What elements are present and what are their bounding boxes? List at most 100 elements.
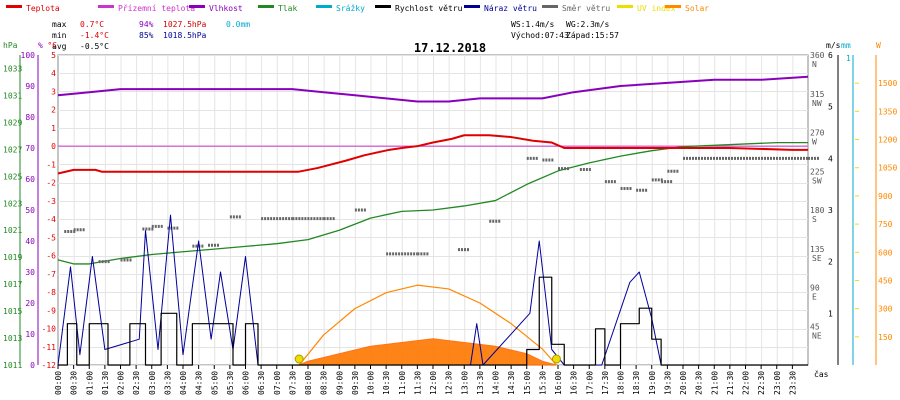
axis-x-tick: 21:00 — [710, 371, 719, 395]
axis-x-tick: 18:00 — [617, 371, 626, 395]
legend-swatch — [542, 5, 558, 8]
axis-pct-tick: 100 — [21, 51, 36, 60]
axis-x-tick: 15:30 — [538, 371, 547, 395]
axis-x-tick: 04:30 — [195, 371, 204, 395]
axis-x-tick: 13:00 — [460, 371, 469, 395]
axis-x-tick: 03:00 — [148, 371, 157, 395]
axis-x-tick: 03:30 — [163, 371, 172, 395]
axis-x-tick: 15:00 — [523, 371, 532, 395]
axis-dir-label: SW — [812, 176, 822, 185]
stat-max-temp: 0.7°C — [80, 20, 104, 29]
axis-dir-tick: 45 — [810, 322, 820, 331]
stat-min-hum: 85% — [139, 31, 154, 40]
axis-ms-tick: 6 — [828, 51, 833, 60]
axis-pct-tick: 60 — [25, 175, 35, 184]
axis-x-tick: 23:30 — [788, 371, 797, 395]
legend-swatch — [316, 5, 332, 8]
axis-x-tick: 06:00 — [242, 371, 251, 395]
axis-pct-tick: 0 — [30, 361, 35, 370]
series-wind-speed — [58, 276, 808, 366]
stat-max-press: 1027.5hPa — [163, 20, 207, 29]
stat-min-label: min — [52, 31, 67, 40]
plot-area — [57, 75, 820, 366]
axis-ms-tick: 2 — [828, 258, 833, 267]
axis-hpa-tick: 1013 — [3, 334, 22, 343]
axis-x-tick: 05:30 — [226, 371, 235, 395]
series-wind-gust — [57, 214, 808, 366]
axis-pct-tick: 50 — [25, 206, 35, 215]
axis-ms-tick: 4 — [828, 154, 833, 163]
axis-x-tick: 22:00 — [742, 371, 751, 395]
axis-w-tick: 1200 — [878, 136, 897, 145]
axis-hpa-tick: 1023 — [3, 199, 22, 208]
axis-x-tick: 16:00 — [554, 371, 563, 395]
axis-pct-tick: 20 — [25, 299, 35, 308]
legend-label: Náraz větru — [484, 4, 537, 13]
stat-max-label: max — [52, 20, 67, 29]
stat-ws: WS:1.4m/s — [511, 20, 555, 29]
axis-x-tick: 14:30 — [507, 371, 516, 395]
axis-temp-tick: -11 — [42, 343, 57, 352]
axis-hpa-tick: 1031 — [3, 91, 22, 100]
sun-marker — [294, 354, 304, 364]
axis-x-tick: 06:30 — [257, 371, 266, 395]
legend-swatch — [375, 5, 391, 8]
axis-x-tick: 11:30 — [413, 371, 422, 395]
axis-pct-tick: 80 — [25, 113, 35, 122]
series-temperature — [57, 134, 808, 175]
stat-sunrise: Východ:07:43 — [511, 31, 569, 40]
axis-x-tick: 20:30 — [695, 371, 704, 395]
legend-label: Srážky — [336, 4, 365, 13]
axis-pct-unit: % — [38, 41, 43, 50]
legend-label: Teplota — [26, 4, 60, 13]
stats-block: max 0.7°C 94% 1027.5hPa 0.0mm min -1.4°C… — [52, 20, 619, 51]
series-solar-max — [298, 284, 557, 366]
axis-dir-label: NE — [812, 331, 822, 340]
axis-x-tick: 20:00 — [679, 371, 688, 395]
axis-temp-tick: 3 — [51, 87, 56, 96]
axis-x-tick: 08:00 — [304, 371, 313, 395]
legend-swatch — [98, 5, 114, 8]
axis-temp-tick: -8 — [46, 288, 56, 297]
axis-pct-tick: 70 — [25, 144, 35, 153]
legend-swatch — [189, 5, 205, 8]
axis-hpa-tick: 1011 — [3, 361, 22, 370]
axis-x-tick: 07:00 — [273, 371, 282, 395]
axis-ms-tick: 1 — [828, 309, 833, 318]
series-humidity — [57, 75, 809, 103]
axis-x-tick: 10:30 — [382, 371, 391, 395]
axis-temp-tick: -2 — [46, 179, 56, 188]
axis-x-tick: 09:00 — [335, 371, 344, 395]
axis-temp-tick: -4 — [46, 215, 56, 224]
axis-temp-tick: -6 — [46, 252, 56, 261]
legend-swatch — [617, 5, 633, 8]
axis-dir-tick: 270 — [810, 129, 825, 138]
axis-w-tick: 1050 — [878, 164, 897, 173]
axis-x-tick: 22:30 — [757, 371, 766, 395]
axis-pct-tick: 90 — [25, 82, 35, 91]
axis-hpa-tick: 1033 — [3, 64, 22, 73]
axis-x-tick: 21:30 — [726, 371, 735, 395]
stat-sunset: Západ:15:57 — [566, 31, 619, 40]
axis-dir-label: N — [812, 60, 817, 69]
axis-hpa-tick: 1015 — [3, 307, 22, 316]
axis-w-tick: 150 — [878, 333, 893, 342]
axis-ms-tick: 3 — [828, 206, 833, 215]
axis-pct-tick: 30 — [25, 268, 35, 277]
stat-avg-label: avg — [52, 42, 67, 51]
axis-x-tick: 05:00 — [210, 371, 219, 395]
axis-x-tick: 14:00 — [492, 371, 501, 395]
axis-temp-tick: 1 — [51, 124, 56, 133]
axis-temp-tick: 0 — [51, 142, 56, 151]
axis-x-label: čas — [814, 369, 829, 379]
axis-x-tick: 02:00 — [117, 371, 126, 395]
stat-max-hum: 94% — [139, 20, 154, 29]
axis-x-tick: 10:00 — [367, 371, 376, 395]
axis-hpa-tick: 1027 — [3, 145, 22, 154]
axis-temp-tick: -12 — [42, 361, 57, 370]
axis-temp-tick: 4 — [51, 69, 56, 78]
axis-dir-label: SE — [812, 254, 822, 263]
axes: hPa1033103110291027102510231021101910171… — [3, 41, 897, 395]
